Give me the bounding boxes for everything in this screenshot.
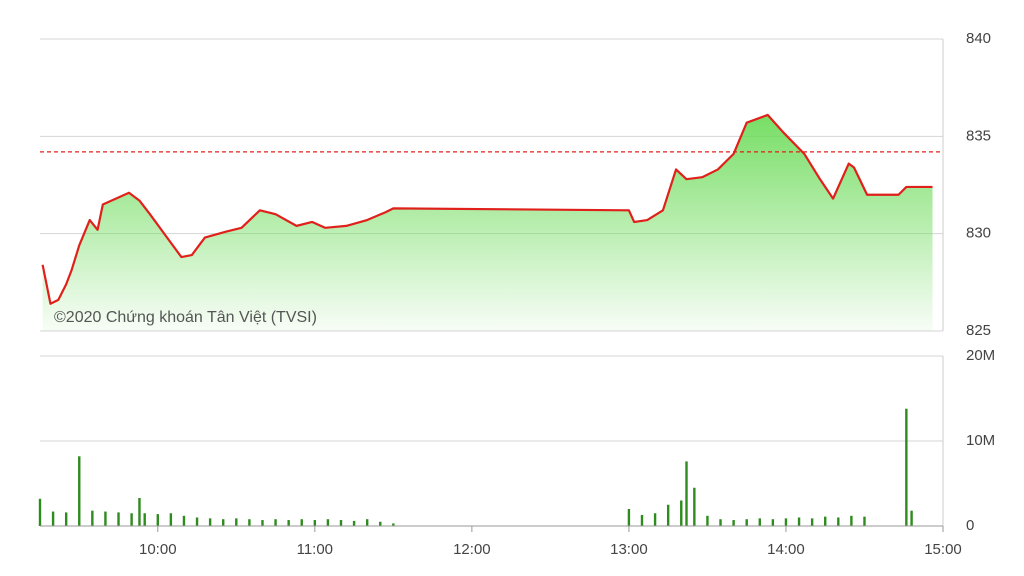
volume-bar <box>640 514 644 526</box>
x-tick-label: 10:00 <box>139 541 177 558</box>
volume-bar <box>850 515 853 526</box>
volume-bar <box>905 408 908 526</box>
volume-bar <box>653 513 657 526</box>
watermark: ©2020 Chứng khoán Tân Việt (TVSI) <box>54 309 317 326</box>
volume-bar <box>91 510 94 526</box>
volume-bar <box>195 517 199 526</box>
volume-bar <box>810 518 814 526</box>
volume-bar <box>680 500 683 526</box>
volume-bar <box>685 461 688 526</box>
volume-bar <box>78 456 81 526</box>
volume-bar <box>732 520 735 526</box>
volume-bar <box>706 515 709 526</box>
volume-bar <box>824 516 827 526</box>
volume-bar <box>365 519 369 526</box>
y-tick-label: 840 <box>966 30 991 47</box>
volume-bar <box>797 517 801 526</box>
volume-bar <box>339 520 343 526</box>
volume-bar <box>64 512 68 526</box>
volume-bar <box>313 520 317 526</box>
x-tick-label: 11:00 <box>297 541 333 558</box>
volume-bar <box>837 517 840 526</box>
y-tick-label: 10M <box>966 432 995 449</box>
x-tick-label: 12:00 <box>453 541 491 558</box>
y-tick-label: 835 <box>966 127 991 144</box>
volume-bar <box>910 510 913 526</box>
volume-bar <box>104 511 107 526</box>
x-tick-label: 14:00 <box>767 541 805 558</box>
volume-bar <box>274 519 277 526</box>
volume-bar <box>143 513 146 526</box>
volume-bar <box>138 497 141 526</box>
volume-bar <box>352 520 356 526</box>
y-tick-label: 830 <box>966 225 991 242</box>
volume-bar <box>863 516 866 526</box>
volume-bar <box>326 519 330 526</box>
volume-bar <box>248 519 251 526</box>
volume-bar <box>784 518 788 526</box>
volume-bar <box>38 498 42 526</box>
y-tick-label: 0 <box>966 517 974 534</box>
volume-bar <box>758 518 761 526</box>
volume-bar <box>666 504 670 526</box>
volume-bar <box>235 518 238 526</box>
y-tick-label: 825 <box>966 322 991 339</box>
price-line <box>41 113 933 305</box>
volume-bar <box>130 513 133 526</box>
volume-bar <box>379 521 382 526</box>
volume-bar <box>300 519 303 526</box>
y-tick-label: 20M <box>966 347 995 364</box>
volume-bar <box>693 487 696 526</box>
volume-bar <box>182 515 186 526</box>
x-tick-label: 15:00 <box>924 541 962 558</box>
volume-bar <box>287 520 290 526</box>
volume-bar <box>745 519 748 526</box>
volume-bar <box>156 514 159 526</box>
volume-bar <box>222 519 225 526</box>
volume-bar <box>719 519 722 526</box>
volume-bar <box>261 520 264 526</box>
price-area <box>42 114 933 331</box>
volume-bar <box>392 523 395 526</box>
x-tick-label: 13:00 <box>610 541 648 558</box>
volume-bar <box>117 512 120 526</box>
volume-bar <box>208 518 212 526</box>
volume-bar <box>771 519 775 526</box>
volume-bar <box>169 513 173 526</box>
volume-bar <box>51 511 55 526</box>
volume-bar <box>627 509 631 526</box>
